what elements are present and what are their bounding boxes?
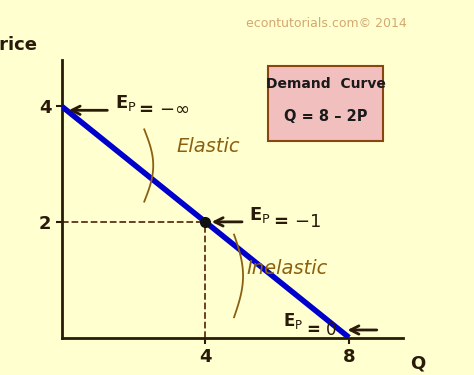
- Text: Q = 8 – 2P: Q = 8 – 2P: [284, 109, 367, 124]
- Text: E$_\mathsf{P}$: E$_\mathsf{P}$: [283, 311, 303, 332]
- Text: = $-1$: = $-1$: [273, 213, 321, 231]
- Text: Elastic: Elastic: [177, 137, 240, 156]
- Text: = $0$: = $0$: [306, 321, 337, 339]
- Text: E$_\mathsf{P}$: E$_\mathsf{P}$: [249, 205, 271, 225]
- Text: Price: Price: [0, 36, 37, 54]
- FancyBboxPatch shape: [268, 66, 383, 141]
- Text: Q: Q: [410, 354, 425, 372]
- Text: Demand  Curve: Demand Curve: [266, 77, 386, 91]
- Text: = $-\infty$: = $-\infty$: [138, 101, 190, 119]
- Text: econtutorials.com© 2014: econtutorials.com© 2014: [246, 17, 407, 30]
- Text: E$_\mathsf{P}$: E$_\mathsf{P}$: [115, 93, 137, 113]
- Text: Inelastic: Inelastic: [246, 259, 328, 278]
